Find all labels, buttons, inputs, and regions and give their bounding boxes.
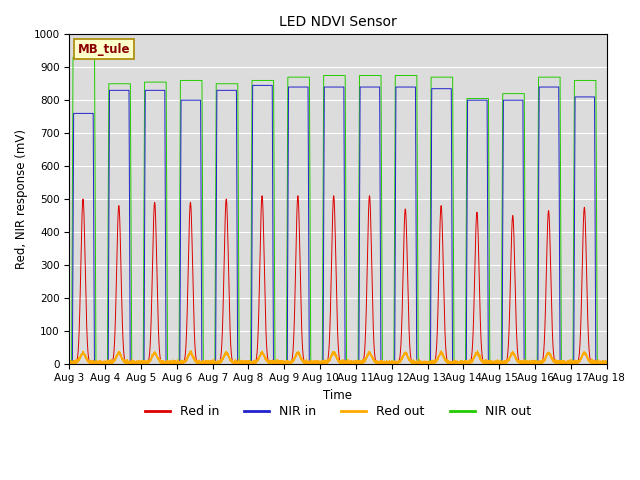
Text: MB_tule: MB_tule xyxy=(77,43,130,56)
Y-axis label: Red, NIR response (mV): Red, NIR response (mV) xyxy=(15,129,28,269)
X-axis label: Time: Time xyxy=(323,389,353,402)
Legend: Red in, NIR in, Red out, NIR out: Red in, NIR in, Red out, NIR out xyxy=(140,400,536,423)
Title: LED NDVI Sensor: LED NDVI Sensor xyxy=(279,15,397,29)
